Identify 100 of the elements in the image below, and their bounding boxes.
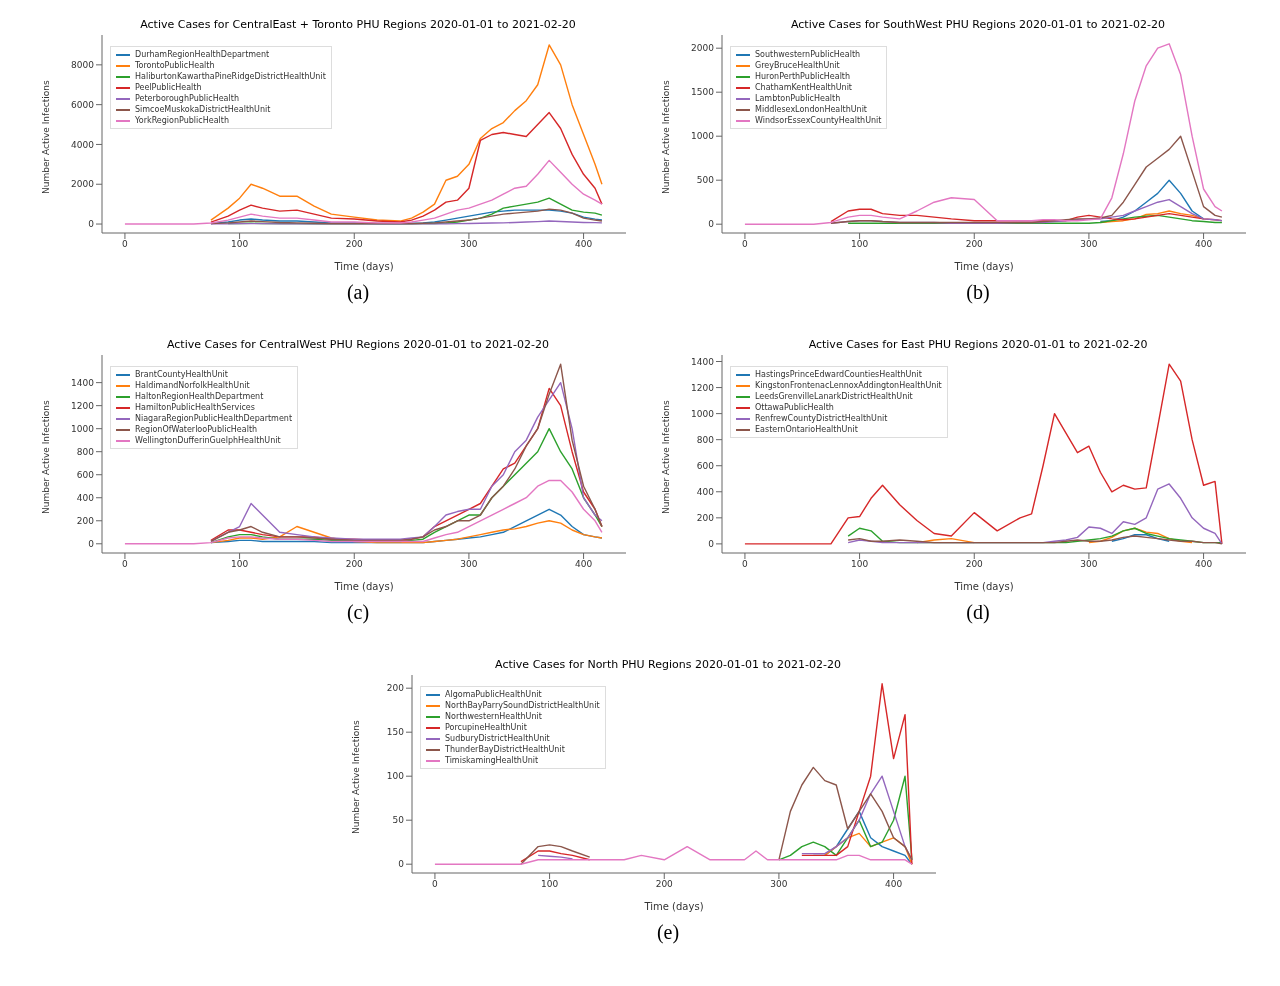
x-tick-label: 400 — [1194, 239, 1213, 250]
x-tick-label: 200 — [965, 239, 984, 250]
text: (d) — [965, 601, 991, 624]
y-tick-label: 600 — [696, 460, 715, 471]
y-tick-label: 1000 — [691, 408, 715, 419]
x-tick-label: 200 — [655, 879, 674, 890]
chart-title: Active Cases for East PHU Regions 2020-01-01 to 2021-02-20 — [807, 338, 1149, 351]
y-axis-title: Number Active Infections — [661, 400, 672, 514]
x-tick-label: 400 — [884, 879, 903, 890]
y-axis-title: Number Active Infections — [351, 720, 362, 834]
text: (c) — [345, 601, 371, 624]
y-tick-label: 200 — [76, 515, 95, 526]
legend-label: HaldimandNorfolkHealthUnit — [135, 380, 250, 391]
x-tick-label: 200 — [965, 559, 984, 570]
legend-label: PeelPublicHealth — [135, 82, 202, 93]
legend-label: TorontoPublicHealth — [135, 60, 215, 71]
chart-title: Active Cases for CentralEast + Toronto PHU Regions 2020-01-01 to 2021-02-20 — [139, 18, 577, 31]
y-tick-label: 150 — [386, 727, 405, 738]
y-tick-label: 400 — [76, 492, 95, 503]
y-tick-label: 500 — [696, 175, 715, 186]
x-tick-label: 100 — [231, 559, 249, 570]
y-axis-title: Number Active Infections — [41, 400, 52, 514]
x-tick-label: 400 — [574, 559, 593, 570]
x-tick-label: 300 — [460, 239, 478, 250]
x-tick-label: 0 — [432, 879, 439, 890]
legend-label: SouthwesternPublicHealth — [755, 49, 861, 60]
y-tick-label: 0 — [708, 219, 715, 230]
legend-label: GreyBruceHealthUnit — [755, 60, 840, 71]
y-tick-label: 1000 — [691, 131, 715, 142]
legend-label: LambtonPublicHealth — [755, 93, 841, 104]
y-tick-label: 1400 — [691, 356, 715, 367]
text: (e) — [655, 921, 681, 944]
y-axis-title: Number Active Infections — [661, 80, 672, 194]
x-tick-label: 300 — [460, 559, 478, 570]
x-axis-title: Time (days) — [333, 581, 394, 593]
x-tick-label: 300 — [1080, 239, 1098, 250]
y-tick-label: 0 — [88, 538, 95, 549]
x-axis-title: Time (days) — [333, 261, 394, 273]
x-tick-label: 200 — [345, 239, 364, 250]
legend-label: TimiskamingHealthUnit — [445, 755, 539, 766]
legend-label: SudburyDistrictHealthUnit — [445, 733, 550, 744]
legend-label: RegionOfWaterlooPublicHealth — [135, 424, 258, 435]
legend-label: WindsorEssexCountyHealthUnit — [755, 115, 882, 126]
legend-label: OttawaPublicHealth — [755, 402, 834, 413]
legend-label: KingstonFrontenacLennoxAddingtonHealthUnit — [755, 380, 942, 391]
x-tick-label: 300 — [1080, 559, 1098, 570]
legend-label: DurhamRegionHealthDepartment — [135, 49, 270, 60]
legend-label: MiddlesexLondonHealthUnit — [755, 104, 867, 115]
x-tick-label: 400 — [1194, 559, 1213, 570]
y-tick-label: 600 — [76, 469, 95, 480]
y-tick-label: 200 — [386, 683, 405, 694]
legend-label: PeterboroughPublicHealth — [135, 93, 239, 104]
y-tick-label: 800 — [76, 446, 95, 457]
legend-label: AlgomaPublicHealthUnit — [445, 689, 542, 700]
y-tick-label: 200 — [696, 513, 715, 524]
y-tick-label: 0 — [708, 539, 715, 550]
x-axis-title: Time (days) — [953, 581, 1014, 593]
x-tick-label: 0 — [122, 239, 129, 250]
x-tick-label: 100 — [851, 559, 869, 570]
legend-label: PorcupineHealthUnit — [445, 722, 527, 733]
legend-label: HastingsPrinceEdwardCountiesHealthUnit — [755, 369, 922, 380]
legend-label: EasternOntarioHealthUnit — [755, 424, 858, 435]
y-tick-label: 1200 — [691, 382, 715, 393]
legend-label: ChathamKentHealthUnit — [755, 82, 852, 93]
legend-label: LeedsGrenvilleLanarkDistrictHealthUnit — [755, 391, 913, 402]
y-tick-label: 1200 — [71, 400, 95, 411]
legend-label: RenfrewCountyDistrictHealthUnit — [755, 413, 888, 424]
legend-label: HaliburtonKawarthaPineRidgeDistrictHealthUnit — [135, 71, 326, 82]
y-tick-label: 6000 — [71, 99, 95, 110]
y-axis-title: Number Active Infections — [41, 80, 52, 194]
chart-title: Active Cases for CentralWest PHU Regions 2020-01-01 to 2021-02-20 — [165, 338, 551, 351]
y-tick-label: 0 — [88, 219, 95, 230]
x-tick-label: 100 — [851, 239, 869, 250]
y-tick-label: 1500 — [691, 87, 715, 98]
y-tick-label: 400 — [696, 486, 715, 497]
legend-label: NorthwesternHealthUnit — [445, 711, 542, 722]
legend-label: NorthBayParrySoundDistrictHealthUnit — [445, 700, 600, 711]
x-tick-label: 200 — [345, 559, 364, 570]
legend-label: BrantCountyHealthUnit — [135, 369, 228, 380]
x-tick-label: 0 — [742, 559, 749, 570]
chart-title: Active Cases for SouthWest PHU Regions 2020-01-01 to 2021-02-20 — [790, 18, 1166, 31]
legend-label: NiagaraRegionPublicHealthDepartment — [135, 413, 293, 424]
y-tick-label: 1400 — [71, 377, 95, 388]
legend-label: HaltonRegionHealthDepartment — [135, 391, 264, 402]
x-tick-label: 400 — [574, 239, 593, 250]
y-tick-label: 2000 — [71, 179, 95, 190]
x-tick-label: 100 — [231, 239, 249, 250]
chart-title: Active Cases for North PHU Regions 2020-01-01 to 2021-02-20 — [494, 658, 842, 671]
y-tick-label: 4000 — [71, 139, 95, 150]
x-tick-label: 100 — [541, 879, 559, 890]
y-tick-label: 1000 — [71, 423, 95, 434]
legend-label: ThunderBayDistrictHealthUnit — [445, 744, 565, 755]
x-axis-title: Time (days) — [643, 901, 704, 913]
text: (b) — [965, 281, 991, 304]
text: (a) — [345, 281, 371, 304]
legend-label: SimcoeMuskokaDistrictHealthUnit — [135, 104, 271, 115]
y-tick-label: 100 — [386, 771, 405, 782]
x-tick-label: 0 — [742, 239, 749, 250]
y-tick-label: 0 — [398, 859, 405, 870]
x-tick-label: 300 — [770, 879, 788, 890]
